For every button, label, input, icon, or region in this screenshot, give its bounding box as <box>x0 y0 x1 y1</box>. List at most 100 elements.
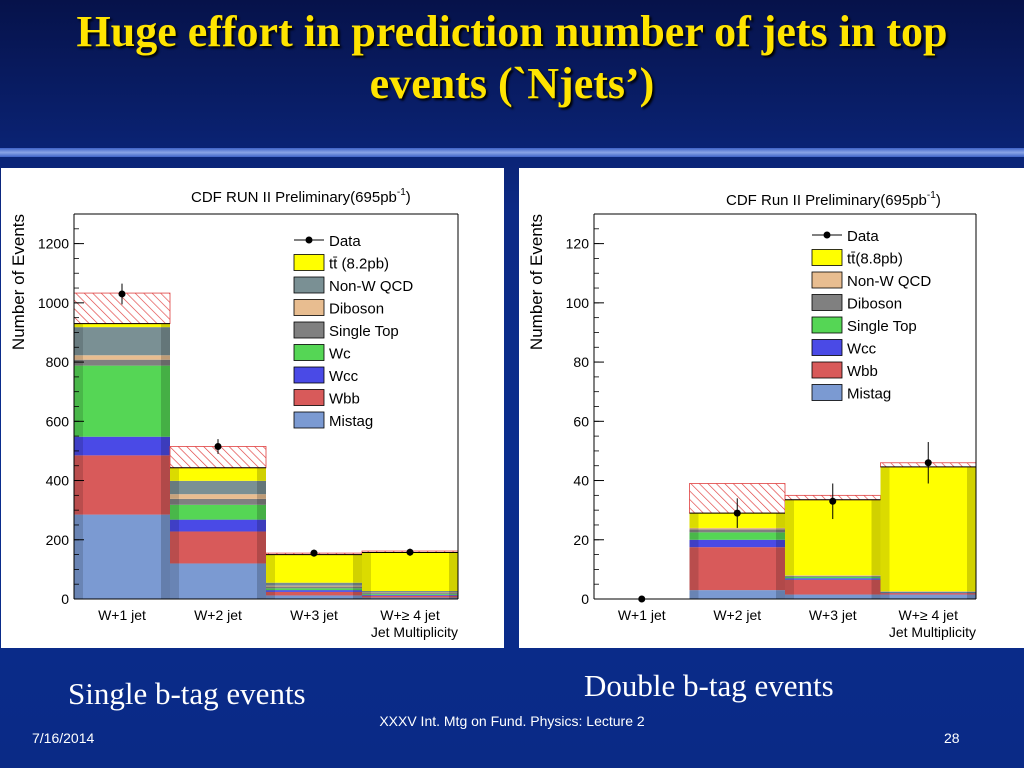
data-point-3 <box>310 549 318 557</box>
x-tick-label-1: W+1 jet <box>98 607 146 623</box>
data-point-2 <box>214 442 222 450</box>
bar-non-w-qcd-2 <box>170 480 266 495</box>
legend-swatch-diboson <box>293 299 325 316</box>
chart-title: CDF Run II Preliminary(695pb-1) <box>726 190 941 209</box>
y-tick-label-20: 20 <box>573 532 589 548</box>
bar-diboson-4 <box>880 591 976 593</box>
x-tick-label-4: W+≥ 4 jet <box>380 607 440 623</box>
x-tick-label-3: W+3 jet <box>290 607 338 623</box>
bar-diboson-3 <box>785 575 881 577</box>
legend-data-marker <box>305 236 313 244</box>
legend-swatch-single-top <box>811 316 843 334</box>
bar-wbb-2 <box>170 531 266 564</box>
y-tick-label-0: 0 <box>581 591 589 607</box>
footer-conference: XXXV Int. Mtg on Fund. Physics: Lecture … <box>379 713 645 729</box>
legend-swatch-single-top <box>293 321 325 339</box>
legend-swatch-wc <box>293 344 325 361</box>
legend-label-diboson: Diboson <box>847 296 902 313</box>
bar-non-w-qcd-4 <box>880 591 976 592</box>
y-axis-label: Number of Events <box>527 214 546 350</box>
bar-mistag-2 <box>170 563 266 599</box>
bar-mistag-2 <box>689 590 785 599</box>
legend-swatch-tt-8-8pb <box>811 249 843 266</box>
bar-single-top-4 <box>362 593 458 594</box>
bar-wcc-3 <box>266 590 362 592</box>
caption-single-btag: Single b-tag events <box>68 676 306 711</box>
bar-wc-1 <box>74 365 170 437</box>
footer-date: 7/16/2014 <box>32 730 95 746</box>
bar-tt-8-2pb-1 <box>74 323 170 328</box>
x-tick-label-1: W+1 jet <box>618 607 666 623</box>
data-point-2 <box>733 509 741 517</box>
data-point-4 <box>924 459 932 467</box>
x-tick-label-4: W+≥ 4 jet <box>899 607 959 623</box>
bar-tt-8-2pb-4 <box>362 552 458 592</box>
legend-label-wc: Wc <box>329 346 351 363</box>
bar-diboson-3 <box>266 585 362 587</box>
data-point-1 <box>118 290 126 298</box>
y-tick-label-400: 400 <box>46 473 70 489</box>
bar-tt-8-2pb-2 <box>170 467 266 481</box>
bar-single-top-1 <box>74 359 170 366</box>
y-tick-label-80: 80 <box>573 354 589 370</box>
bar-wcc-1 <box>74 436 170 456</box>
bar-mistag-1 <box>74 514 170 599</box>
bar-wbb-2 <box>689 547 785 591</box>
bar-diboson-4 <box>362 592 458 594</box>
legend-label-tt-8-2pb: tt̄ (8.2pb) <box>329 256 389 273</box>
bar-non-w-qcd-3 <box>785 575 881 576</box>
legend-label-tt-8-8pb: tt̄(8.8pb) <box>847 251 903 268</box>
bar-wbb-3 <box>266 591 362 596</box>
y-tick-label-1000: 1000 <box>38 295 69 311</box>
bar-wcc-3 <box>785 578 881 580</box>
caption-double-btag: Double b-tag events <box>584 668 834 703</box>
y-tick-label-800: 800 <box>46 354 70 370</box>
slide-title: Huge effort in prediction number of jets… <box>76 7 948 108</box>
data-point-3 <box>829 497 837 505</box>
legend-swatch-diboson <box>811 294 843 311</box>
bar-tt-8-8pb-4 <box>880 466 976 592</box>
double-btag-chart-panel: CDF Run II Preliminary(695pb-1) 0 20 40 60 80… <box>519 168 1024 648</box>
footer-page-number: 28 <box>944 730 960 746</box>
bar-single-top-2 <box>689 532 785 540</box>
bar-wc-2 <box>170 504 266 520</box>
bar-mistag-4 <box>880 594 976 599</box>
bar-mistag-3 <box>266 595 362 599</box>
double-btag-njets-chart: CDF Run II Preliminary(695pb-1) 0 20 40 60 80… <box>527 190 977 640</box>
bar-wbb-4 <box>362 595 458 598</box>
bar-single-top-3 <box>266 586 362 589</box>
single-btag-njets-chart: CDF RUN II Preliminary(695pb-1) 0 200 400 60… <box>9 187 459 640</box>
y-tick-label-0: 0 <box>61 591 69 607</box>
bar-mistag-4 <box>362 597 458 599</box>
bar-wc-4 <box>362 593 458 595</box>
legend-data-marker <box>823 231 831 239</box>
legend-swatch-mistag <box>293 411 325 429</box>
bar-wcc-2 <box>170 519 266 532</box>
chart-title: CDF RUN II Preliminary(695pb-1) <box>191 187 411 206</box>
legend-swatch-non-w-qcd <box>811 271 843 289</box>
legend-label-diboson: Diboson <box>329 301 384 318</box>
x-tick-label-2: W+2 jet <box>713 607 761 623</box>
bar-wbb-4 <box>880 593 976 595</box>
legend-swatch-wbb <box>293 389 325 406</box>
bar-diboson-2 <box>689 529 785 533</box>
bar-non-w-qcd-3 <box>266 582 362 586</box>
legend-swatch-tt-8-2pb <box>293 254 325 271</box>
legend-swatch-mistag <box>811 384 843 401</box>
bar-wbb-1 <box>74 455 170 515</box>
bar-wcc-4 <box>880 592 976 594</box>
bar-non-w-qcd-1 <box>74 327 170 356</box>
y-tick-label-100: 100 <box>566 295 590 311</box>
bar-non-w-qcd-2 <box>689 527 785 530</box>
y-tick-label-1200: 1200 <box>38 236 69 252</box>
legend-label-non-w-qcd: Non-W QCD <box>329 278 413 295</box>
legend-label-single-top: Single Top <box>329 323 399 340</box>
y-tick-label-200: 200 <box>46 532 70 548</box>
bar-mistag-3 <box>785 594 881 599</box>
bar-wbb-3 <box>785 579 881 595</box>
legend-label-single-top: Single Top <box>847 318 917 335</box>
legend-label-wbb: Wbb <box>847 363 878 380</box>
y-tick-label-40: 40 <box>573 473 589 489</box>
legend-label-data: Data <box>329 233 361 250</box>
bar-wcc-2 <box>689 539 785 548</box>
